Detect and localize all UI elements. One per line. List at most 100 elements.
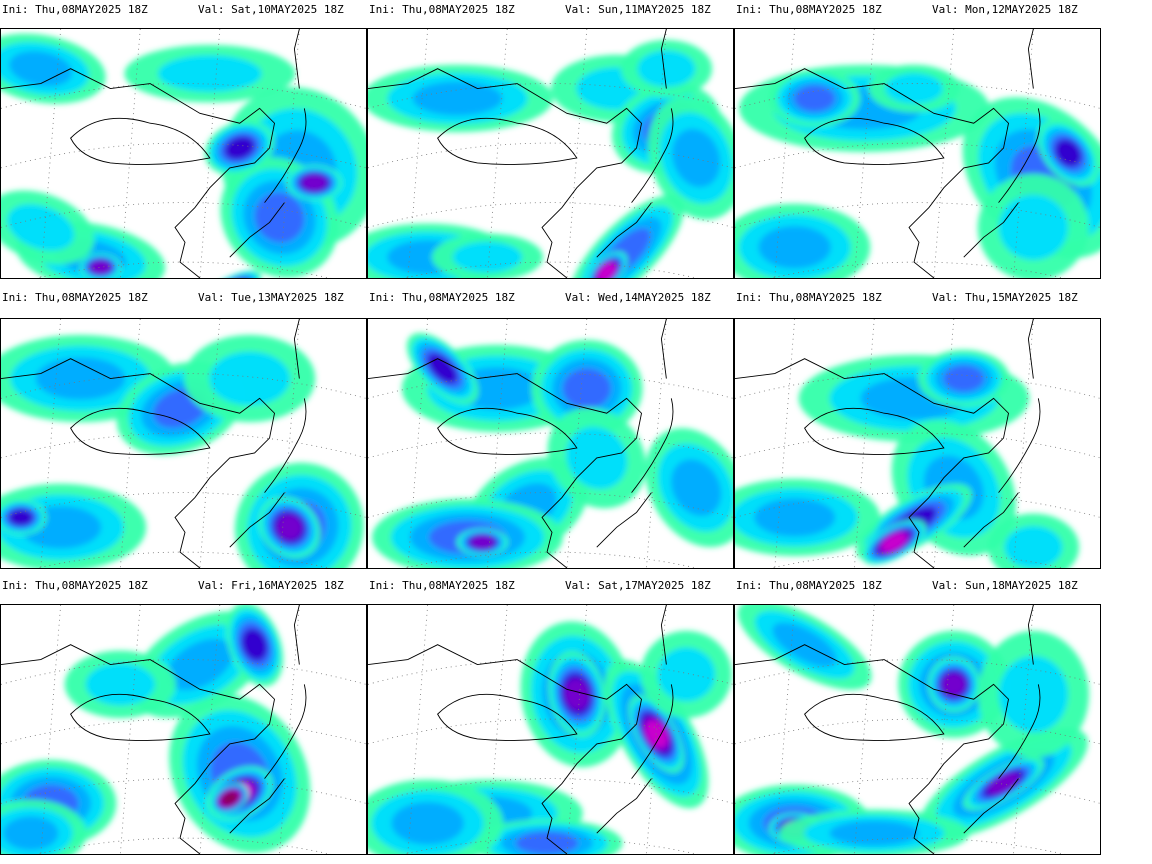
precipitation-map (0, 28, 367, 279)
precip-contour (470, 535, 495, 550)
precip-contour (1004, 526, 1063, 568)
precip-contour (220, 791, 239, 806)
valid-time-label: Val: Thu,15MAY2025 18Z (932, 291, 1078, 304)
init-time-label: Ini: Thu,08MAY2025 18Z (2, 3, 148, 16)
map-canvas (735, 29, 1100, 278)
precipitation-map (734, 318, 1101, 569)
panel-header: Ini: Thu,08MAY2025 18Z Val: Wed,14MAY2025… (367, 288, 734, 304)
precip-contour (562, 368, 611, 409)
precip-contour (515, 831, 579, 854)
coastlines (368, 319, 674, 568)
map-canvas (735, 605, 1100, 854)
precip-contour (35, 357, 126, 400)
valid-time-label: Val: Mon,12MAY2025 18Z (932, 3, 1078, 16)
coastlines (1, 319, 307, 568)
precipitation-map (734, 28, 1101, 279)
init-time-label: Ini: Thu,08MAY2025 18Z (736, 579, 882, 592)
coastlines (368, 29, 674, 278)
valid-time-label: Val: Sun,18MAY2025 18Z (932, 579, 1078, 592)
precip-field (735, 64, 1100, 278)
graticule (1, 29, 366, 278)
graticule (1, 605, 366, 854)
precip-contour (241, 628, 268, 661)
precip-contour (597, 262, 617, 278)
precip-contour (90, 260, 111, 274)
panel-header: Ini: Thu,08MAY2025 18Z Val: Tue,13MAY2025… (0, 288, 367, 304)
precip-contour (301, 174, 327, 191)
precip-field (735, 349, 1080, 568)
map-canvas (1, 605, 366, 854)
precip-contour (158, 55, 262, 92)
precip-contour (412, 81, 503, 116)
precip-contour (657, 647, 716, 702)
coastlines (1, 605, 307, 854)
precip-contour (758, 226, 831, 269)
precip-field (735, 605, 1090, 854)
precip-contour (7, 204, 75, 251)
precip-contour (391, 802, 464, 845)
precip-contour (987, 772, 1020, 795)
precip-field (1, 33, 366, 278)
panel-header: Ini: Thu,08MAY2025 18Z Val: Sat,17MAY2025… (367, 576, 734, 592)
graticule (735, 29, 1100, 278)
precipitation-map (367, 318, 734, 569)
precip-contour (452, 241, 522, 273)
precipitation-map (367, 28, 734, 279)
panel-header: Ini: Thu,08MAY2025 18Z Val: Sat,10MAY2025… (0, 0, 367, 16)
valid-time-label: Val: Tue,13MAY2025 18Z (198, 291, 344, 304)
precipitation-map (0, 604, 367, 855)
graticule (368, 319, 733, 568)
precip-contour (166, 638, 233, 691)
coastlines (735, 29, 1041, 278)
precip-contour (427, 353, 458, 384)
coastlines (735, 319, 1041, 568)
coastlines (1, 29, 307, 278)
precip-contour (637, 50, 696, 87)
precip-contour (943, 365, 985, 392)
graticule (735, 605, 1100, 854)
init-time-label: Ini: Thu,08MAY2025 18Z (369, 579, 515, 592)
precip-field (372, 332, 733, 568)
precip-contour (276, 514, 302, 540)
init-time-label: Ini: Thu,08MAY2025 18Z (369, 3, 515, 16)
panel-header: Ini: Thu,08MAY2025 18Z Val: Mon,12MAY2025… (734, 0, 1101, 16)
precip-contour (564, 678, 590, 710)
precip-contour (881, 532, 907, 552)
graticule (735, 319, 1100, 568)
precipitation-map (0, 318, 367, 569)
panel-header: Ini: Thu,08MAY2025 18Z Val: Thu,15MAY2025… (734, 288, 1101, 304)
blank-margin (1101, 0, 1152, 864)
precip-contour (224, 136, 255, 160)
map-canvas (368, 319, 733, 568)
graticule (368, 605, 733, 854)
precip-contour (8, 508, 34, 526)
precip-contour (885, 73, 943, 104)
precip-contour (942, 673, 966, 696)
precip-contour (254, 192, 305, 243)
precip-contour (998, 656, 1068, 733)
panel-header: Ini: Thu,08MAY2025 18Z Val: Fri,16MAY2025… (0, 576, 367, 592)
precip-contour (3, 816, 59, 851)
graticule (368, 29, 733, 278)
valid-time-label: Val: Wed,14MAY2025 18Z (565, 291, 711, 304)
precip-contour (672, 128, 721, 188)
valid-time-label: Val: Fri,16MAY2025 18Z (198, 579, 344, 592)
map-canvas (735, 319, 1100, 568)
init-time-label: Ini: Thu,08MAY2025 18Z (736, 3, 882, 16)
map-canvas (368, 605, 733, 854)
map-canvas (1, 319, 366, 568)
panel-header: Ini: Thu,08MAY2025 18Z Val: Sun,18MAY2025… (734, 576, 1101, 592)
valid-time-label: Val: Sun,11MAY2025 18Z (565, 3, 711, 16)
graticule (1, 319, 366, 568)
precip-contour (998, 194, 1068, 260)
precip-contour (794, 85, 835, 112)
map-canvas (1, 29, 366, 278)
precip-contour (9, 51, 73, 87)
map-canvas (368, 29, 733, 278)
init-time-label: Ini: Thu,08MAY2025 18Z (2, 291, 148, 304)
precipitation-map (734, 604, 1101, 855)
precip-contour (829, 820, 919, 846)
precip-contour (209, 351, 290, 406)
valid-time-label: Val: Sat,10MAY2025 18Z (198, 3, 344, 16)
precip-field (368, 39, 733, 278)
